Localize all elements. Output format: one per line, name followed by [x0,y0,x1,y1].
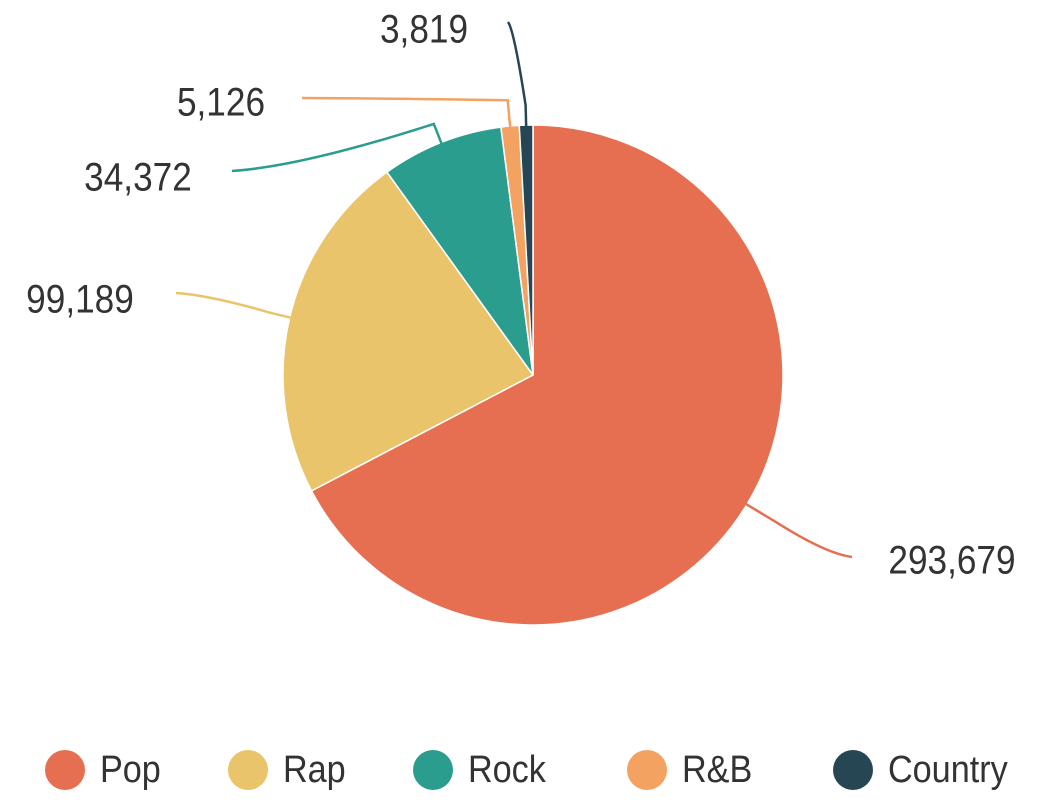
legend-label-randb: R&B [682,747,752,790]
legend-swatch-rock [413,750,453,790]
data-label-randb: 5,126 [177,79,265,124]
data-label-pop: 293,679 [888,537,1015,582]
legend-item-country: Country [833,747,1008,790]
legend-item-rock: Rock [413,747,547,790]
data-label-country: 3,819 [380,6,468,51]
leader-line-randb [301,96,512,133]
leader-line-rap [175,291,296,321]
legend-swatch-randb [627,750,667,790]
legend-swatch-country [833,750,873,790]
legend-item-pop: Pop [45,747,161,790]
legend-label-rap: Rap [283,747,346,790]
leader-lines [175,21,853,559]
data-label-rock: 34,372 [84,154,192,199]
leader-line-rock [231,122,445,173]
legend-swatch-pop [45,750,85,790]
leader-line-pop [741,500,853,559]
legend-item-rap: Rap [228,747,346,790]
data-label-rap: 99,189 [26,276,134,321]
legend-swatch-rap [228,750,268,790]
legend-item-randb: R&B [627,747,752,790]
legend: Pop Rap Rock R&B Country [45,747,1008,790]
legend-label-pop: Pop [100,747,161,790]
leader-line-country [506,21,528,132]
data-labels: 293,679 99,189 34,372 5,126 3,819 [26,6,1015,582]
legend-label-rock: Rock [468,747,547,790]
pie-slices [282,124,784,626]
legend-label-country: Country [888,747,1008,790]
